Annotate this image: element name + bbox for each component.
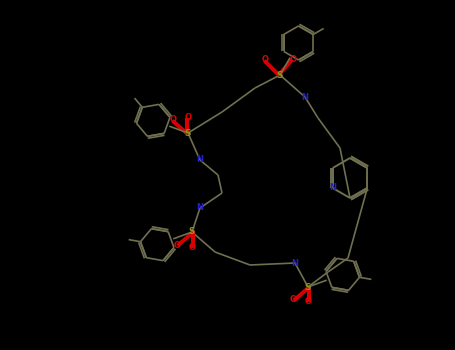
Text: O: O — [289, 56, 297, 64]
Text: N: N — [197, 155, 203, 164]
Text: N: N — [302, 92, 308, 102]
Text: O: O — [173, 240, 181, 250]
Text: N: N — [197, 203, 203, 212]
Text: O: O — [184, 113, 192, 122]
Text: S: S — [277, 70, 283, 79]
Text: O: O — [262, 56, 268, 64]
Text: O: O — [170, 116, 177, 125]
Text: O: O — [304, 298, 312, 307]
Text: O: O — [289, 295, 297, 304]
Text: N: N — [329, 183, 336, 192]
Text: O: O — [188, 244, 196, 252]
Text: S: S — [305, 282, 311, 292]
Text: N: N — [292, 259, 298, 267]
Text: S: S — [189, 228, 195, 237]
Text: S: S — [185, 128, 191, 138]
